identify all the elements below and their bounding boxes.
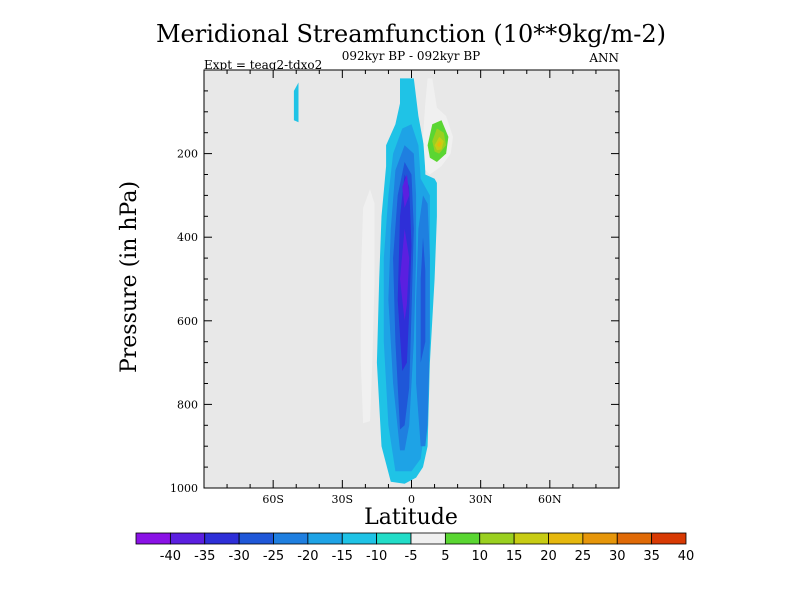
y-tick-label: 600 bbox=[177, 315, 198, 328]
colorbar-swatch bbox=[238, 532, 274, 545]
colorbar-label: 30 bbox=[609, 549, 626, 564]
colorbar-swatch bbox=[169, 532, 206, 545]
chart-subtitle-left: Expt = teaq2-tdxo2 bbox=[204, 58, 322, 72]
chart-title: Meridional Streamfunction (10**9kg/m-2) bbox=[156, 20, 666, 48]
contour-region-15 bbox=[293, 82, 299, 123]
colorbar-label: -10 bbox=[366, 549, 387, 564]
colorbar-label: -20 bbox=[297, 549, 318, 564]
y-axis: 200 400 600 800 1000 bbox=[170, 90, 619, 495]
colorbar: -40 -35 -30 -25 -20 -15 -10 -5 5 10 15 20 25 30 35 40 bbox=[135, 532, 695, 564]
colorbar-label: 35 bbox=[643, 549, 660, 564]
colorbar-swatch bbox=[616, 532, 653, 545]
x-tick-label: 30N bbox=[469, 493, 493, 506]
colorbar-swatch bbox=[410, 532, 446, 545]
colorbar-label: -35 bbox=[194, 549, 215, 564]
colorbar-swatch bbox=[204, 532, 240, 545]
y-tick-label: 1000 bbox=[170, 482, 198, 495]
colorbar-label: -25 bbox=[263, 549, 284, 564]
colorbar-swatch bbox=[376, 532, 412, 545]
colorbar-swatch bbox=[341, 532, 378, 545]
colorbar-label: 20 bbox=[540, 549, 557, 564]
contour-region-13 bbox=[436, 141, 442, 148]
x-tick-label: 0 bbox=[408, 493, 415, 506]
colorbar-label: 25 bbox=[575, 549, 592, 564]
colorbar-label: -5 bbox=[405, 549, 418, 564]
y-axis-label: Pressure (in hPa) bbox=[117, 181, 142, 373]
colorbar-swatch bbox=[273, 532, 309, 545]
colorbar-swatch bbox=[135, 532, 171, 545]
colorbar-swatch bbox=[444, 532, 481, 545]
contour-region-5 bbox=[400, 228, 410, 321]
contour-region-14 bbox=[360, 189, 375, 424]
colorbar-label: -40 bbox=[160, 549, 181, 564]
colorbar-label: 5 bbox=[441, 549, 449, 564]
colorbar-label: 10 bbox=[471, 549, 488, 564]
y-tick-label: 400 bbox=[177, 231, 198, 244]
y-tick-label: 200 bbox=[177, 148, 198, 161]
colorbar-label: -30 bbox=[229, 549, 250, 564]
colorbar-swatch bbox=[307, 532, 343, 545]
chart-subtitle-center: 092kyr BP - 092kyr BP bbox=[342, 49, 480, 63]
x-axis: 60S 30S 0 30N 60N bbox=[226, 70, 597, 506]
x-tick-label: 60S bbox=[262, 493, 284, 506]
x-axis-label: Latitude bbox=[364, 505, 458, 530]
x-tick-label: 30S bbox=[332, 493, 354, 506]
colorbar-swatch bbox=[548, 532, 584, 545]
contour-region-6 bbox=[402, 174, 410, 208]
contour-region-8 bbox=[420, 237, 426, 363]
chart-subtitle-right: ANN bbox=[588, 51, 619, 65]
colorbar-label: 40 bbox=[678, 549, 695, 564]
colorbar-label: -15 bbox=[332, 549, 353, 564]
y-tick-label: 800 bbox=[177, 398, 198, 411]
colorbar-swatch bbox=[582, 532, 618, 545]
x-tick-label: 60N bbox=[538, 493, 562, 506]
colorbar-swatch bbox=[513, 532, 549, 545]
contour-layer bbox=[293, 78, 453, 484]
colorbar-label: 15 bbox=[506, 549, 523, 564]
colorbar-swatch bbox=[479, 532, 515, 545]
colorbar-swatch bbox=[651, 532, 687, 545]
